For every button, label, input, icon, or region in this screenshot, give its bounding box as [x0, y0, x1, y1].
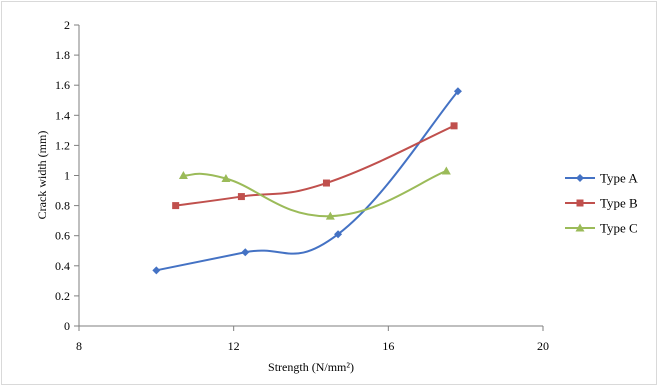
y-tick-label: 1.2	[55, 138, 70, 152]
y-tick-label: 2	[64, 18, 70, 32]
y-tick-label: 1.6	[55, 78, 70, 92]
series-line	[175, 124, 455, 207]
legend-item: Type C	[565, 221, 638, 236]
series-line	[183, 170, 447, 218]
data-point	[237, 193, 245, 201]
y-tick-label: 1.8	[55, 48, 70, 62]
data-point	[322, 179, 330, 187]
legend-marker	[576, 199, 584, 207]
y-tick-label: 0.8	[55, 199, 70, 213]
data-point	[152, 266, 161, 275]
axes: 0 0.2 0.4 0.6 0.8 1 1.2 1.4 1.6 1.8 2 8 12 16 20	[55, 18, 549, 353]
y-tick-label: 0.6	[55, 229, 70, 243]
legend-marker	[576, 174, 584, 182]
y-tick-label: 0	[64, 319, 70, 333]
series-type-a	[152, 87, 462, 275]
x-axis-title: Strength (N/mm²)	[268, 360, 354, 374]
y-tick-label: 1	[64, 169, 70, 183]
data-point	[334, 230, 343, 239]
data-point	[221, 174, 231, 183]
legend-item: Type A	[565, 171, 638, 186]
data-point	[450, 122, 458, 130]
x-tick-label: 12	[228, 339, 240, 353]
legend-label: Type A	[600, 171, 638, 186]
data-point	[172, 202, 180, 210]
x-tick-label: 20	[537, 339, 549, 353]
data-point	[325, 211, 335, 220]
y-tick-label: 0.2	[55, 289, 70, 303]
x-tick-label: 16	[382, 339, 394, 353]
y-tick-label: 1.4	[55, 108, 70, 122]
data-point	[453, 87, 462, 96]
legend: Type A Type B Type C	[565, 171, 638, 236]
data-point	[178, 171, 188, 179]
data-point	[441, 166, 451, 175]
data-point	[241, 248, 250, 257]
series-layer	[152, 87, 462, 275]
legend-label: Type B	[600, 196, 638, 211]
series-type-b	[172, 122, 458, 210]
x-tick-label: 8	[76, 339, 82, 353]
legend-label: Type C	[600, 221, 638, 236]
series-line	[156, 90, 459, 272]
y-tick-label: 0.4	[55, 259, 70, 273]
series-type-c	[178, 166, 451, 220]
legend-marker	[575, 223, 585, 232]
legend-item: Type B	[565, 196, 638, 211]
y-axis-title: Crack width (mm)	[35, 131, 49, 220]
